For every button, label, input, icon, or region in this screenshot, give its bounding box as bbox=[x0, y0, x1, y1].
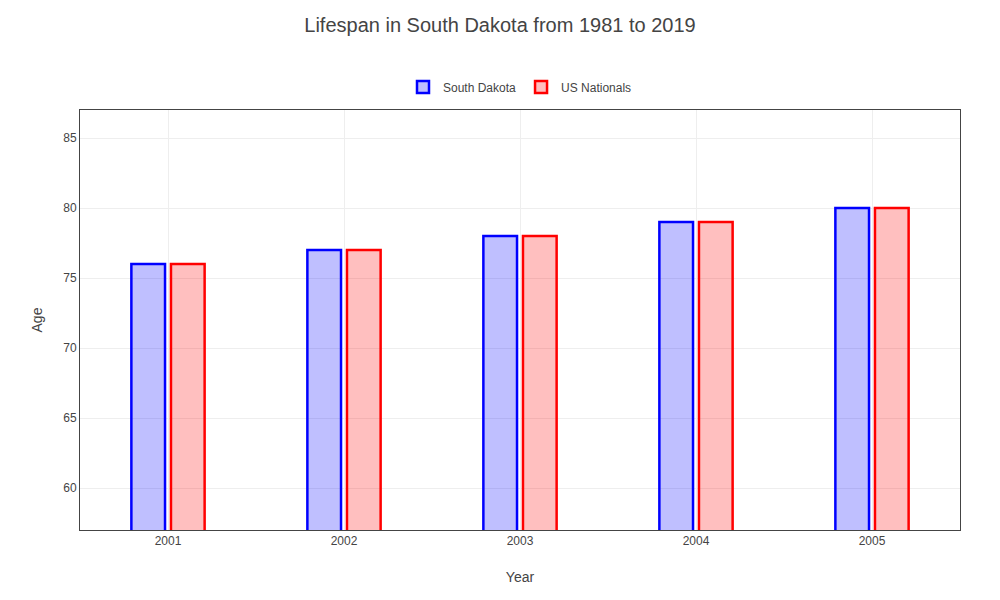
svg-text:2001: 2001 bbox=[155, 534, 182, 548]
svg-text:60: 60 bbox=[63, 481, 77, 495]
svg-text:South Dakota: South Dakota bbox=[443, 81, 516, 95]
svg-text:Lifespan in South Dakota from: Lifespan in South Dakota from 1981 to 20… bbox=[304, 14, 695, 36]
svg-text:US Nationals: US Nationals bbox=[561, 81, 631, 95]
svg-text:Age: Age bbox=[29, 307, 45, 332]
svg-text:85: 85 bbox=[63, 131, 77, 145]
svg-text:80: 80 bbox=[63, 201, 77, 215]
svg-text:Year: Year bbox=[506, 569, 535, 585]
svg-text:2004: 2004 bbox=[683, 534, 710, 548]
svg-text:70: 70 bbox=[63, 341, 77, 355]
svg-text:65: 65 bbox=[63, 411, 77, 425]
svg-text:2003: 2003 bbox=[507, 534, 534, 548]
svg-text:2005: 2005 bbox=[859, 534, 886, 548]
svg-text:2002: 2002 bbox=[331, 534, 358, 548]
svg-text:75: 75 bbox=[63, 271, 77, 285]
